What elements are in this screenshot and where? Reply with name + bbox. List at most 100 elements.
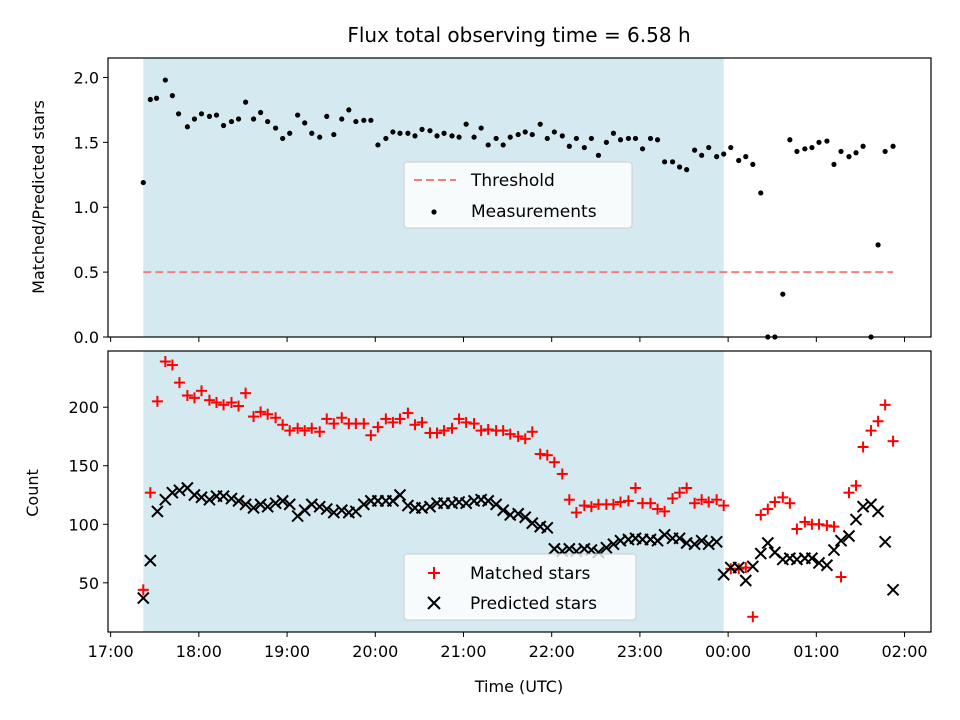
predicted-point: [856, 500, 870, 513]
predicted-point: [820, 559, 834, 572]
y-tick-label: 150: [68, 457, 99, 476]
matched-stars-series: [137, 356, 899, 623]
measurement-point: [346, 107, 352, 113]
predicted-point: [541, 521, 554, 535]
predicted-point: [526, 516, 539, 530]
measurement-point: [419, 126, 425, 132]
measurement-point: [714, 154, 720, 160]
measurement-point: [287, 130, 293, 136]
measurement-point: [198, 111, 205, 117]
measurement-point: [890, 143, 896, 149]
predicted-point: [151, 505, 164, 518]
matched-point: [674, 487, 686, 499]
bottom-legend: Matched stars Predicted stars: [403, 553, 637, 621]
matched-point: [570, 507, 582, 519]
predicted-point: [232, 494, 245, 508]
matched-point: [416, 416, 428, 428]
predicted-point: [496, 504, 510, 517]
measurement-point: [639, 146, 646, 152]
measurement-point: [324, 113, 330, 119]
measurement-point: [258, 109, 264, 116]
matched-point: [431, 427, 443, 439]
measurement-point: [471, 134, 477, 140]
legend-threshold-label: Threshold: [470, 171, 555, 191]
measurement-point: [309, 130, 315, 136]
predicted-point: [834, 534, 848, 547]
measurement-point: [522, 129, 528, 135]
measurement-point: [383, 135, 389, 142]
predicted-point: [144, 554, 157, 567]
matched-point: [659, 505, 671, 517]
measurement-point: [882, 148, 888, 155]
predicted-point: [805, 552, 819, 565]
measurement-point: [243, 99, 249, 105]
predicted-point: [658, 528, 671, 542]
panel-counts: 17:00 18:00 19:00 20:00 21:00 22:00 23:00 00:00…: [23, 350, 932, 696]
matched-point: [159, 356, 171, 368]
measurement-point: [169, 93, 175, 99]
measurement-point: [566, 143, 572, 149]
matched-point: [446, 422, 458, 434]
bottom-axes-frame: [107, 350, 932, 633]
measurement-point: [153, 95, 160, 101]
y-tick-label: 200: [68, 398, 99, 417]
predicted-point: [225, 492, 238, 505]
measurement-point: [831, 161, 837, 168]
matched-point: [314, 426, 326, 438]
matched-point: [696, 494, 708, 506]
matched-point: [843, 487, 855, 499]
measurement-point: [581, 144, 587, 151]
measurement-point: [220, 122, 227, 129]
matched-point: [850, 480, 862, 492]
matched-point: [607, 498, 619, 510]
predicted-point: [695, 534, 708, 547]
legend-matched-label: Matched stars: [470, 564, 590, 584]
matched-point: [512, 430, 524, 442]
y-tick-label: 0.0: [74, 328, 99, 347]
measurement-point: [809, 144, 815, 151]
predicted-point: [548, 542, 561, 556]
measurement-point: [272, 125, 279, 131]
matched-point: [292, 422, 304, 434]
matched-point: [203, 394, 215, 406]
measurement-point: [721, 151, 727, 157]
predicted-point: [335, 504, 348, 517]
matched-point: [218, 399, 230, 411]
measurement-point: [573, 135, 579, 142]
measurement-point: [184, 124, 190, 130]
measurement-point: [736, 157, 742, 164]
measurement-point: [412, 133, 418, 139]
measurement-point: [551, 129, 557, 135]
predicted-point: [203, 493, 216, 506]
matched-point: [372, 421, 384, 433]
predicted-point: [878, 535, 892, 549]
measurement-point: [860, 143, 866, 149]
matched-point: [262, 408, 274, 420]
bottom-legend-box: [403, 553, 637, 621]
measurement-point: [353, 118, 359, 125]
measurement-point: [427, 128, 433, 134]
matched-point: [755, 509, 767, 521]
predicted-point: [812, 556, 826, 570]
measurement-point: [441, 130, 447, 136]
predicted-point: [761, 536, 775, 550]
measurement-point: [162, 77, 168, 83]
matched-point: [629, 482, 641, 494]
matched-point: [681, 482, 693, 494]
predicted-point: [320, 502, 333, 516]
measurement-point: [463, 121, 469, 127]
matched-point: [387, 416, 399, 428]
y-tick-label: 100: [68, 515, 99, 534]
matched-point: [563, 494, 575, 506]
matched-point: [644, 497, 656, 509]
measurement-point: [228, 118, 235, 125]
legend-predicted-label: Predicted stars: [470, 594, 597, 614]
matched-point: [578, 500, 590, 512]
matched-point: [703, 496, 715, 508]
matched-point: [270, 412, 282, 424]
measurement-point: [537, 121, 543, 127]
matched-point: [548, 456, 560, 468]
predicted-point: [849, 513, 863, 526]
matched-point: [210, 397, 222, 409]
matched-point: [166, 359, 178, 371]
